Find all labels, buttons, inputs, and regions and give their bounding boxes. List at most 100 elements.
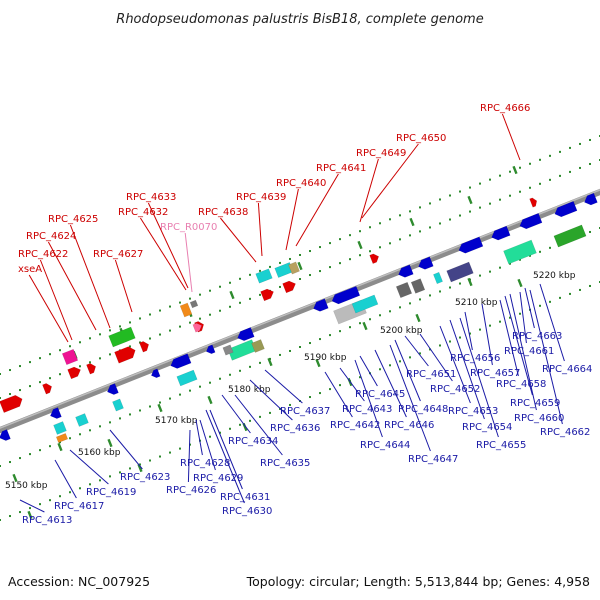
reverse-gene-label[interactable]: RPC_4636 bbox=[270, 423, 320, 434]
reverse-gene-label[interactable]: RPC_4656 bbox=[450, 353, 500, 364]
scale-dot bbox=[159, 333, 161, 336]
scale-dot bbox=[249, 297, 251, 300]
reverse-gene-label[interactable]: RPC_4651 bbox=[406, 369, 456, 380]
scale-dot bbox=[149, 405, 151, 408]
forward-gene-label[interactable]: RPC_4639 bbox=[236, 192, 286, 203]
reverse-gene-label[interactable]: RPC_4630 bbox=[222, 506, 272, 517]
forward-gene-label[interactable]: RPC_4633 bbox=[126, 192, 176, 203]
reverse-gene-label-leader bbox=[19, 499, 45, 513]
reverse-gene-label[interactable]: RPC_4634 bbox=[228, 436, 278, 447]
forward-gene-label[interactable]: RPC_4650 bbox=[396, 133, 446, 144]
gene-box bbox=[255, 268, 273, 284]
rna-gene-label[interactable]: RPC_R0070 bbox=[160, 222, 217, 233]
reverse-gene-label[interactable]: RPC_4642 bbox=[330, 420, 380, 431]
gene-box bbox=[179, 302, 193, 318]
reverse-gene-label[interactable]: RPC_4657 bbox=[470, 368, 520, 379]
forward-gene-label[interactable]: RPC_4627 bbox=[93, 249, 143, 260]
major-tick bbox=[27, 510, 33, 520]
reverse-gene-label[interactable]: RPC_4623 bbox=[120, 472, 170, 483]
reverse-gene-label[interactable]: RPC_4662 bbox=[540, 427, 590, 438]
reverse-gene-label[interactable]: RPC_4637 bbox=[280, 406, 330, 417]
forward-gene-label[interactable]: RPC_4622 bbox=[18, 249, 68, 260]
scale-dot bbox=[89, 361, 91, 364]
scale-dot bbox=[319, 392, 321, 395]
reverse-gene-label[interactable]: RPC_4643 bbox=[342, 404, 392, 415]
scale-dot bbox=[399, 360, 401, 363]
reverse-gene-label-leader bbox=[54, 459, 77, 499]
forward-gene-label-leader bbox=[47, 241, 97, 331]
reverse-gene-label[interactable]: RPC_4644 bbox=[360, 440, 410, 451]
reverse-gene-label-leader bbox=[374, 349, 407, 418]
major-tick bbox=[315, 358, 321, 368]
forward-gene-label[interactable]: RPC_4624 bbox=[26, 231, 76, 242]
forward-gene-label[interactable]: RPC_4641 bbox=[316, 163, 366, 174]
reverse-gene-label-leader bbox=[187, 429, 191, 483]
scale-dot bbox=[379, 246, 381, 249]
reverse-gene-label[interactable]: RPC_4626 bbox=[166, 485, 216, 496]
scale-label: 5160 kbp bbox=[78, 448, 121, 458]
scale-dot bbox=[279, 353, 281, 356]
scale-dot bbox=[279, 261, 281, 264]
reverse-gene-label[interactable]: RPC_4661 bbox=[504, 346, 554, 357]
reverse-gene-label[interactable]: RPC_4648 bbox=[398, 404, 448, 415]
scale-dot bbox=[469, 186, 471, 189]
reverse-gene-label[interactable]: RPC_4628 bbox=[180, 458, 230, 469]
reverse-gene-label[interactable]: RPC_4663 bbox=[512, 331, 562, 342]
reverse-gene-label[interactable]: RPC_4653 bbox=[448, 406, 498, 417]
scale-dot bbox=[139, 409, 141, 412]
reverse-gene-label[interactable]: RPC_4654 bbox=[462, 422, 512, 433]
reverse-gene-label[interactable]: RPC_4659 bbox=[510, 398, 560, 409]
scale-dot bbox=[239, 369, 241, 372]
reverse-gene-arrow bbox=[584, 192, 598, 206]
scale-dot bbox=[49, 499, 51, 502]
reverse-gene-label[interactable]: RPC_4629 bbox=[193, 473, 243, 484]
scale-dot bbox=[509, 170, 511, 173]
scale-dot bbox=[429, 294, 431, 297]
reverse-gene-label[interactable]: RPC_4645 bbox=[355, 389, 405, 400]
reverse-gene-arrow bbox=[237, 327, 255, 342]
reverse-gene-label[interactable]: RPC_4646 bbox=[384, 420, 434, 431]
gene-box bbox=[351, 294, 379, 314]
scale-dot bbox=[59, 373, 61, 376]
forward-gene-label[interactable]: xseA bbox=[18, 264, 42, 275]
major-tick bbox=[107, 438, 113, 448]
reverse-gene-label[interactable]: RPC_4658 bbox=[496, 379, 546, 390]
scale-dot bbox=[159, 455, 161, 458]
forward-gene-label[interactable]: RPC_4649 bbox=[356, 148, 406, 159]
forward-gene-label[interactable]: RPC_4638 bbox=[198, 207, 248, 218]
scale-dot bbox=[459, 190, 461, 193]
scale-dot bbox=[59, 349, 61, 352]
reverse-gene-label[interactable]: RPC_4660 bbox=[514, 413, 564, 424]
scale-dot bbox=[149, 337, 151, 340]
reverse-gene-label[interactable]: RPC_4652 bbox=[430, 384, 480, 395]
scale-dot bbox=[209, 313, 211, 316]
reverse-gene-label-leader bbox=[324, 371, 353, 418]
reverse-gene-label[interactable]: RPC_4647 bbox=[408, 454, 458, 465]
forward-gene-label[interactable]: RPC_4625 bbox=[48, 214, 98, 225]
scale-dot bbox=[439, 222, 441, 225]
reverse-gene-label[interactable]: RPC_4635 bbox=[260, 458, 310, 469]
reverse-gene-label-leader bbox=[205, 409, 245, 504]
forward-gene-label-leader bbox=[501, 113, 521, 161]
forward-gene-label[interactable]: RPC_4640 bbox=[276, 178, 326, 189]
major-tick bbox=[229, 290, 235, 300]
major-tick bbox=[409, 217, 415, 227]
scale-dot bbox=[249, 365, 251, 368]
scale-dot bbox=[0, 465, 1, 467]
reverse-gene-label[interactable]: RPC_4631 bbox=[220, 492, 270, 503]
scale-dot bbox=[239, 277, 241, 280]
forward-gene-label[interactable]: RPC_4666 bbox=[480, 103, 530, 114]
scale-dot bbox=[169, 451, 171, 454]
reverse-gene-label[interactable]: RPC_4655 bbox=[476, 440, 526, 451]
scale-dot bbox=[319, 246, 321, 249]
reverse-gene-label[interactable]: RPC_4613 bbox=[22, 515, 72, 526]
scale-dot bbox=[399, 306, 401, 309]
reverse-gene-label-leader bbox=[109, 429, 143, 470]
reverse-gene-label[interactable]: RPC_4617 bbox=[54, 501, 104, 512]
reverse-gene-label[interactable]: RPC_4619 bbox=[86, 487, 136, 498]
reverse-gene-arrow bbox=[205, 344, 216, 354]
scale-dot bbox=[199, 385, 201, 388]
forward-gene-label[interactable]: RPC_4632 bbox=[118, 207, 168, 218]
scale-dot bbox=[349, 234, 351, 237]
reverse-gene-label[interactable]: RPC_4664 bbox=[542, 364, 592, 375]
